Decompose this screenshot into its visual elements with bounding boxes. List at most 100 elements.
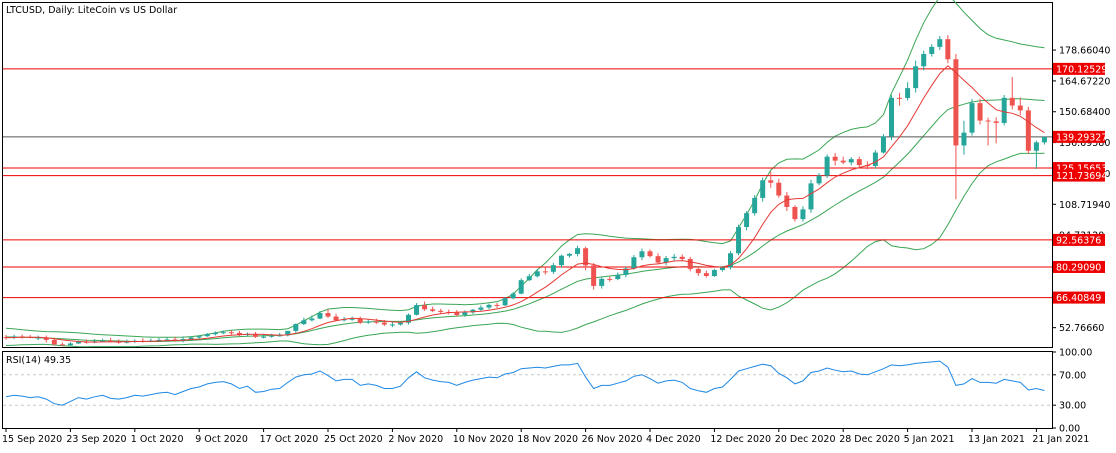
price-tick-label: 150.68400 <box>1059 107 1110 118</box>
candles <box>3 35 1047 347</box>
candle-body <box>357 318 363 323</box>
price-tick-label: 164.67220 <box>1059 76 1110 87</box>
price-tick-label: 52.76660 <box>1059 323 1104 334</box>
candle-body <box>558 255 564 266</box>
candle-body <box>309 318 315 321</box>
candle-body <box>478 307 484 310</box>
x-tick-label: 9 Oct 2020 <box>195 434 248 445</box>
rsi-tick-label: 30.00 <box>1059 401 1086 412</box>
candle-body <box>196 336 202 338</box>
candle-body <box>913 66 919 89</box>
candle-body <box>397 322 403 325</box>
candle-body <box>277 335 283 337</box>
candle-body <box>454 312 460 316</box>
level-label: 66.40849 <box>1056 293 1101 304</box>
candle-body <box>832 156 838 161</box>
candle-body <box>534 271 540 277</box>
candle-body <box>703 273 709 276</box>
candle-body <box>567 253 572 256</box>
candle-body <box>687 259 693 269</box>
candle-body <box>438 310 444 312</box>
middle-band-line <box>5 98 1045 342</box>
candle-body <box>921 53 927 67</box>
candle-body <box>542 271 548 273</box>
candle-body <box>848 159 854 163</box>
candle-body <box>59 344 65 346</box>
candle-body <box>293 324 299 331</box>
candle-body <box>108 340 114 342</box>
candle-body <box>752 197 758 214</box>
x-tick-label: 25 Oct 2020 <box>324 434 383 445</box>
x-tick-label: 15 Sep 2020 <box>2 434 62 445</box>
candle-body <box>969 103 975 133</box>
x-tick-label: 23 Sep 2020 <box>66 434 126 445</box>
candle-body <box>100 340 106 342</box>
current-price-label-box <box>1053 130 1105 143</box>
candle-body <box>188 337 194 340</box>
candle-body <box>728 253 733 268</box>
moving-average <box>5 65 1045 343</box>
level-label: 125.15653 <box>1056 164 1107 175</box>
rsi-plot <box>5 360 1045 406</box>
candle-body <box>880 136 886 153</box>
candle-body <box>663 258 669 263</box>
candle-body <box>317 313 323 319</box>
candle-body <box>373 321 379 323</box>
candle-body <box>462 312 468 316</box>
rsi-tick-label: 70.00 <box>1059 370 1086 381</box>
candle-body <box>470 309 476 313</box>
candle-body <box>269 335 275 337</box>
level-label: 92.56376 <box>1056 235 1101 246</box>
rsi-line <box>5 360 1045 406</box>
candle-body <box>204 334 210 337</box>
candle-body <box>719 267 725 271</box>
candle-body <box>301 320 307 325</box>
candle-body <box>526 276 532 281</box>
price-tick-label: 178.66040 <box>1059 46 1110 57</box>
x-tick-label: 1 Oct 2020 <box>131 434 184 445</box>
x-tick-label: 5 Jan 2021 <box>904 434 955 445</box>
candle-body <box>816 175 822 184</box>
candle-body <box>840 160 846 163</box>
candle-body <box>1033 142 1039 151</box>
candle-body <box>389 324 395 326</box>
candle-body <box>325 313 331 317</box>
level-label: 80.29090 <box>1056 262 1101 273</box>
candle-body <box>856 159 862 166</box>
candle-body <box>736 227 742 254</box>
candle-body <box>711 270 717 276</box>
current-price-label: 139.29327 <box>1056 132 1107 143</box>
x-axis: 15 Sep 2020 23 Sep 2020 1 Oct 2020 9 Oct 20… <box>2 428 1089 445</box>
candle-body <box>486 304 492 308</box>
candle-body <box>333 316 339 321</box>
horizontal-levels <box>3 68 1052 299</box>
x-tick-label: 20 Dec 2020 <box>775 434 836 445</box>
candle-body <box>889 97 894 137</box>
candle-body <box>977 103 983 121</box>
rsi-label: RSI(14) 49.35 <box>6 355 71 366</box>
candle-body <box>494 304 500 306</box>
x-tick-label: 17 Oct 2020 <box>260 434 319 445</box>
price-tick-label: 108.71940 <box>1059 200 1110 211</box>
candle-body <box>993 121 999 123</box>
candle-body <box>897 97 903 99</box>
price-tick-label: 136.69580 <box>1059 138 1110 149</box>
candle-body <box>1009 97 1015 106</box>
candle-body <box>776 182 782 196</box>
candle-body <box>365 321 371 323</box>
level-label: 170.12529 <box>1056 64 1107 75</box>
candle-body <box>51 339 57 345</box>
candle-body <box>792 206 798 220</box>
candle-body <box>406 314 411 323</box>
candle-body <box>430 309 436 311</box>
upper-band-line <box>5 0 1045 338</box>
candle-body <box>1041 136 1047 143</box>
candle-body <box>591 265 597 286</box>
candle-body <box>639 251 645 258</box>
lower-band-line <box>5 152 1045 348</box>
level-label-box <box>1053 291 1105 304</box>
candle-body <box>945 39 951 60</box>
rsi-axis: 100.00 70.00 30.00 0.00 <box>3 348 1092 435</box>
